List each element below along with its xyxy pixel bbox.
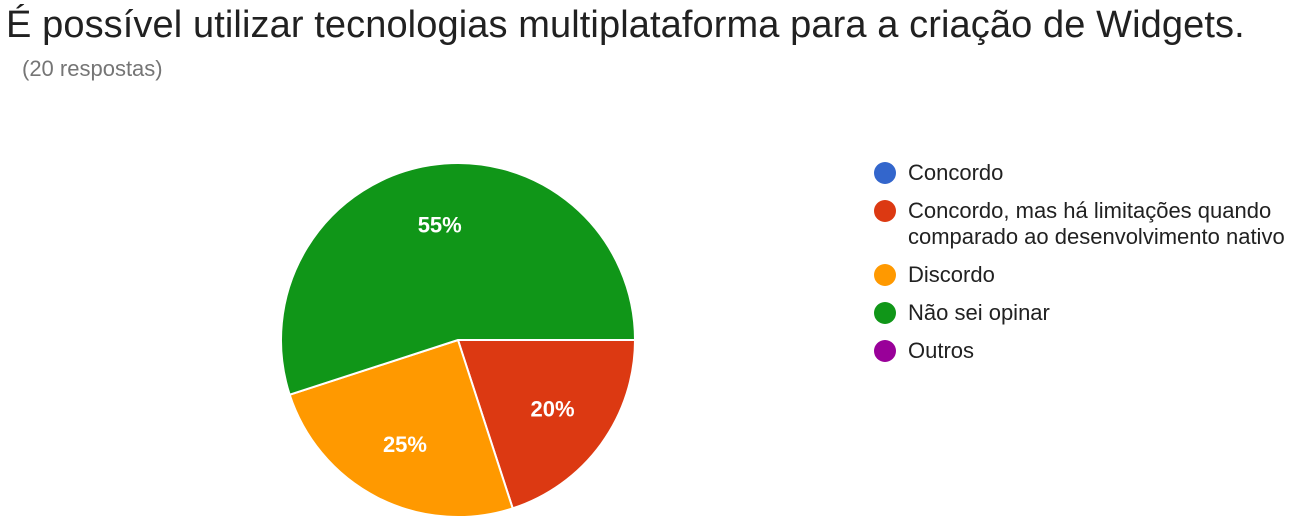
slice-nao-sei-opinar[interactable] bbox=[280, 162, 637, 396]
legend-swatch bbox=[874, 340, 896, 362]
legend: Concordo Concordo, mas há limitações qua… bbox=[874, 160, 1304, 376]
legend-item-discordo[interactable]: Discordo bbox=[874, 262, 1304, 288]
label-nao-sei-opinar: 55% bbox=[418, 213, 462, 238]
legend-swatch bbox=[874, 264, 896, 286]
legend-item-concordo-limitacoes[interactable]: Concordo, mas há limitações quando compa… bbox=[874, 198, 1304, 250]
legend-item-outros[interactable]: Outros bbox=[874, 338, 1304, 364]
label-discordo: 25% bbox=[383, 432, 427, 457]
chart-title: É possível utilizar tecnologias multipla… bbox=[6, 4, 1245, 46]
response-count: (20 respostas) bbox=[22, 56, 163, 81]
slice-discordo[interactable] bbox=[288, 338, 514, 518]
legend-item-concordo[interactable]: Concordo bbox=[874, 160, 1304, 186]
legend-swatch bbox=[874, 162, 896, 184]
label-concordo-limitacoes: 20% bbox=[530, 397, 574, 422]
legend-label: Outros bbox=[908, 338, 975, 363]
legend-label: Concordo bbox=[908, 160, 1004, 185]
legend-label: Não sei opinar bbox=[908, 300, 1050, 325]
legend-label: Concordo, mas há limitações quando compa… bbox=[908, 198, 1285, 249]
legend-swatch bbox=[874, 302, 896, 324]
slice-concordo-limitacoes[interactable] bbox=[456, 339, 637, 510]
legend-item-nao-sei-opinar[interactable]: Não sei opinar bbox=[874, 300, 1304, 326]
legend-label: Discordo bbox=[908, 262, 995, 287]
legend-swatch bbox=[874, 200, 896, 222]
